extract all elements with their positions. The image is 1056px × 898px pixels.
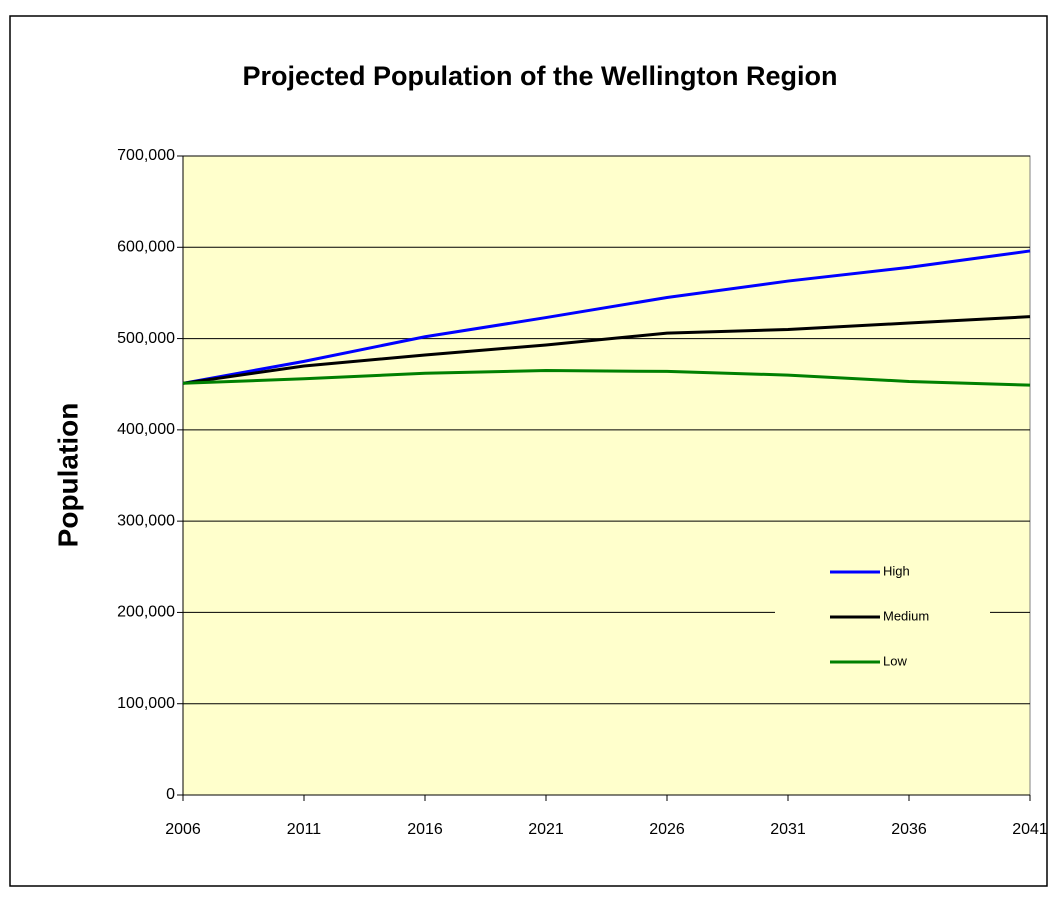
x-tick-label: 2021 [528,821,564,838]
x-tick-label: 2011 [287,821,322,838]
x-tick-label: 2031 [770,821,806,838]
y-tick-label: 100,000 [117,695,175,712]
plot-area [182,155,1031,796]
series-line [182,249,1031,385]
x-tick-label: 2026 [649,821,685,838]
y-tick-label: 600,000 [117,239,175,256]
legend-box [775,550,990,685]
legend-label: Medium [883,608,929,623]
x-tick-label: 2016 [407,821,443,838]
y-tick-label: 700,000 [117,147,175,164]
legend-label: High [883,563,910,578]
y-tick-label: 300,000 [117,512,175,529]
y-axis-label: Population [52,403,83,548]
y-tick-label: 400,000 [117,421,175,438]
series-line [182,315,1031,385]
y-tick-label: 500,000 [117,330,175,347]
series-line [182,369,1031,387]
x-tick-label: 2041 [1012,821,1048,838]
chart-title: Projected Population of the Wellington R… [243,61,838,91]
y-tick-label: 0 [166,786,175,803]
x-tick-label: 2036 [891,821,927,838]
x-tick-label: 2006 [165,821,201,838]
legend-label: Low [883,653,907,668]
y-tick-label: 200,000 [117,604,175,621]
